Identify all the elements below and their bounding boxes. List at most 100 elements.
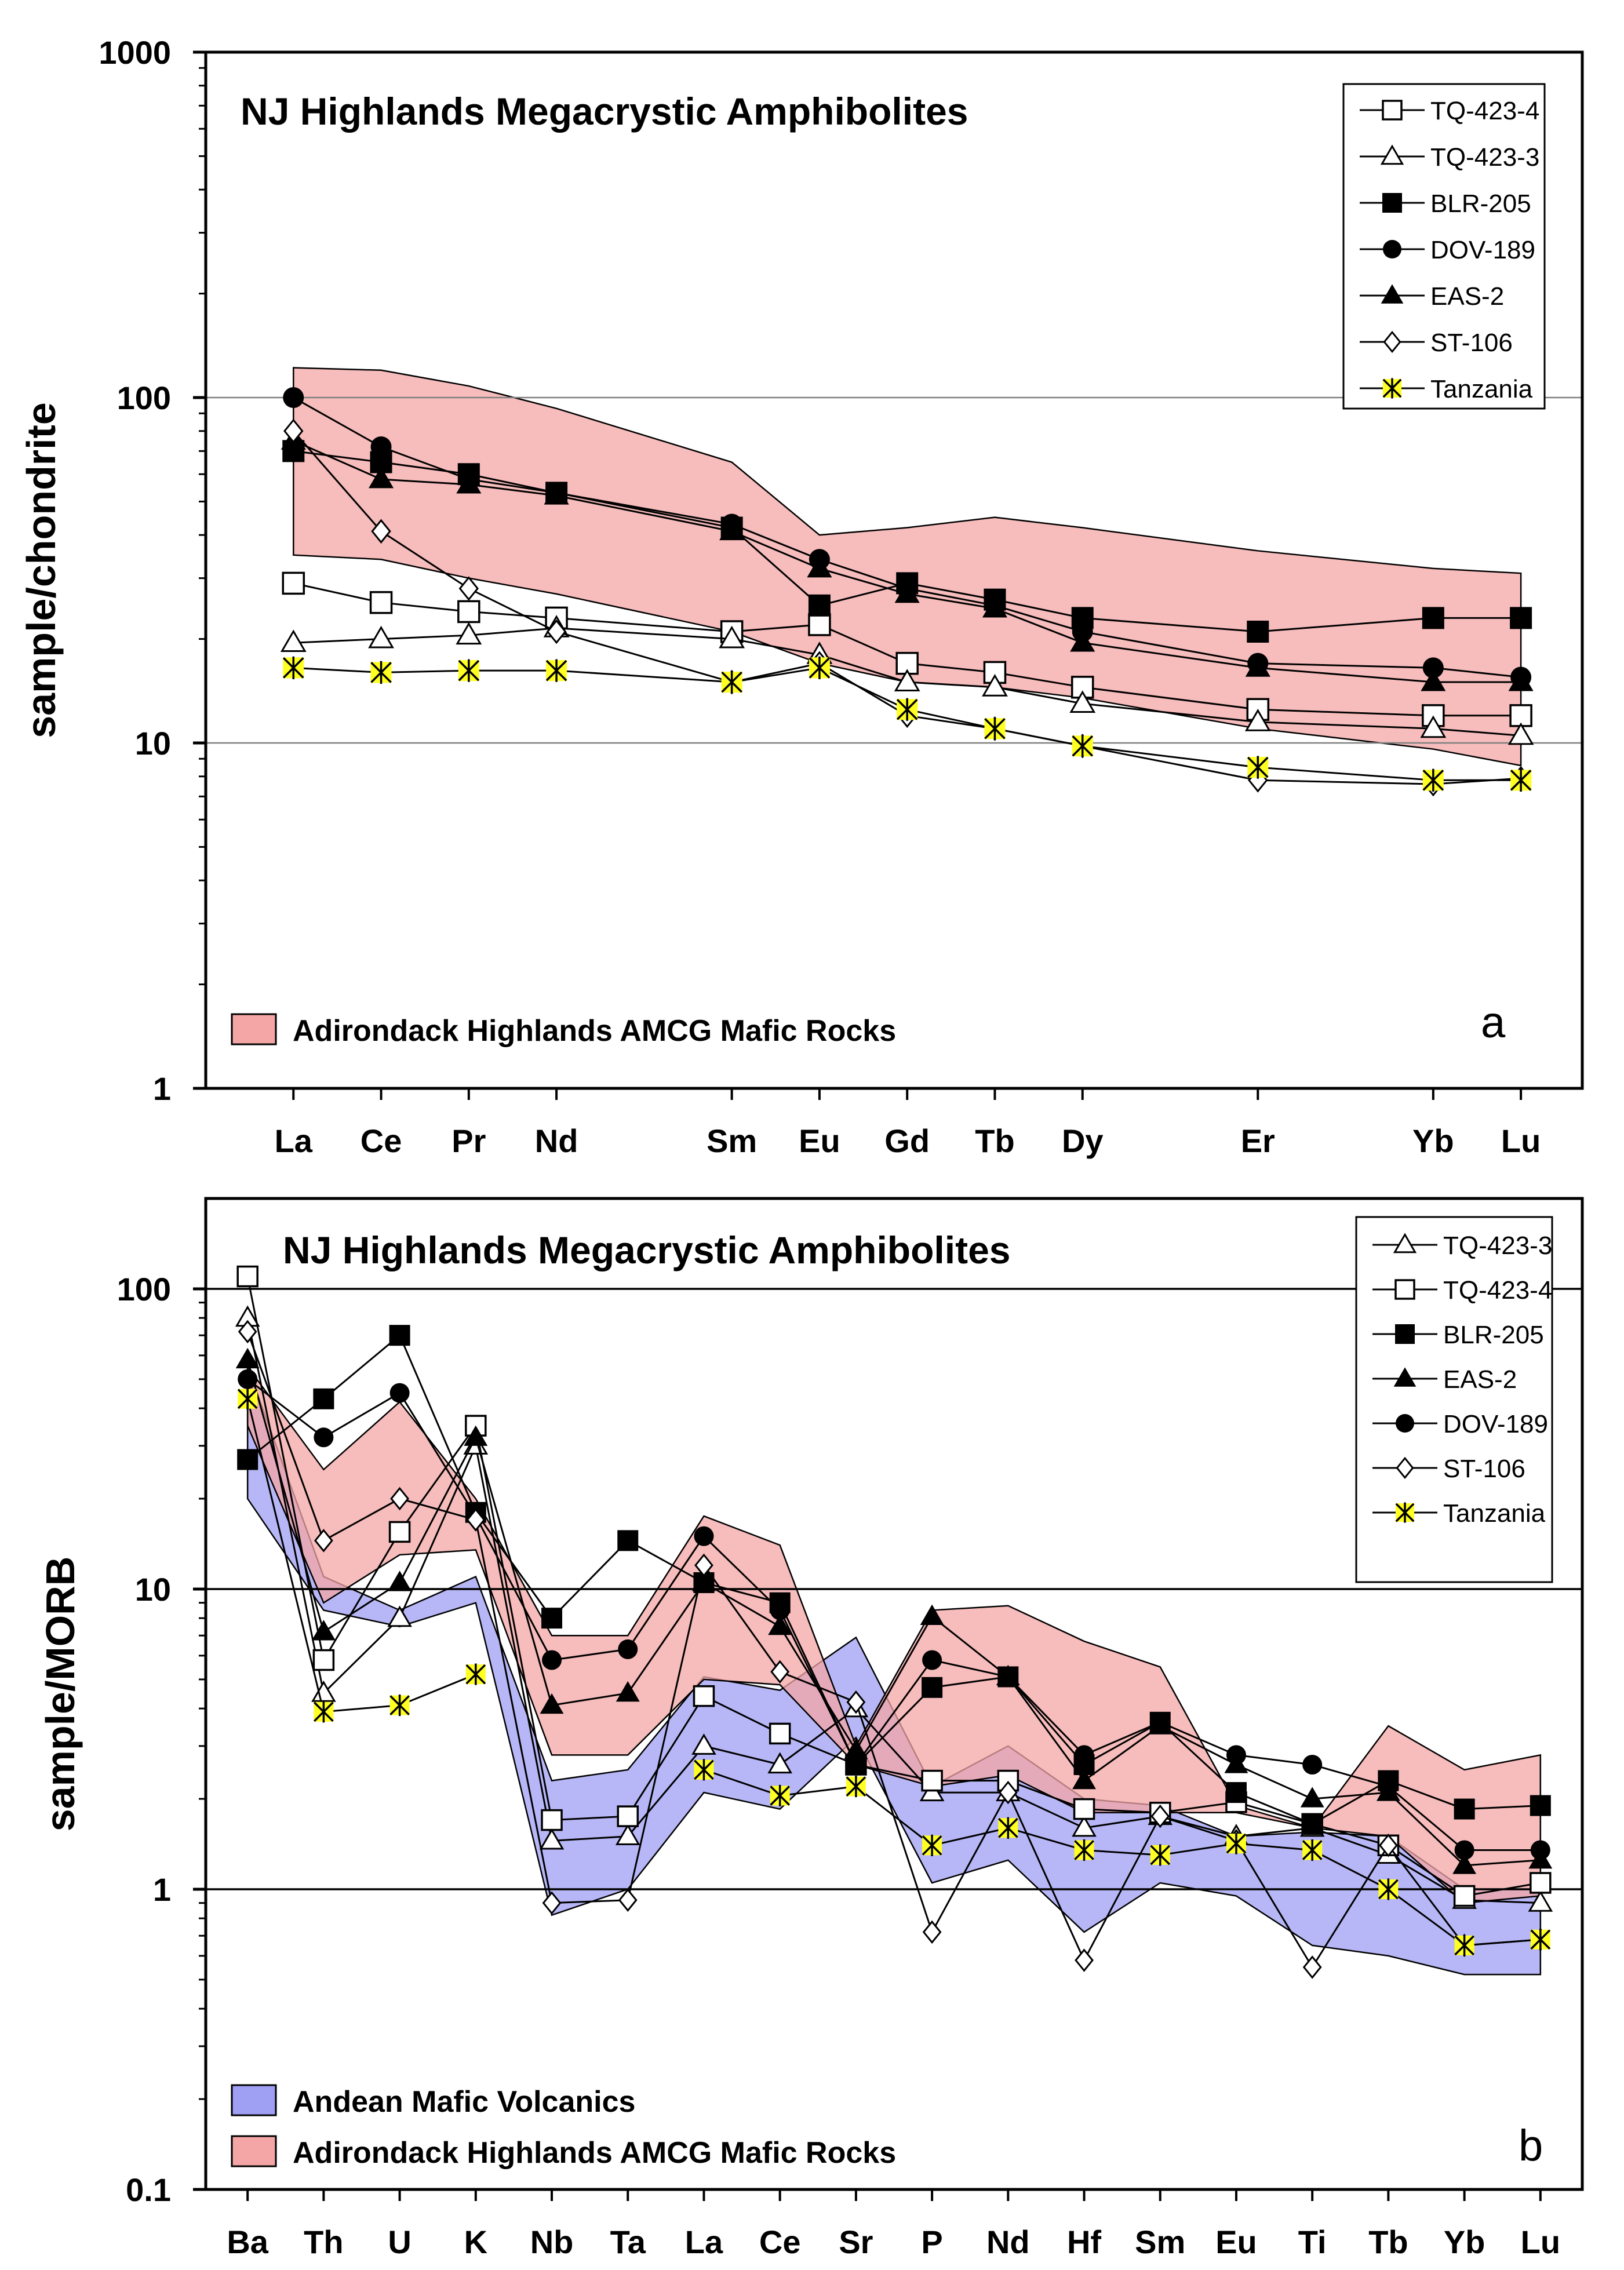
- series-tanzania: [237, 1388, 1551, 1956]
- legend-marker-tanzania: [1382, 378, 1402, 399]
- point-eas-2-ce: [768, 1614, 792, 1635]
- legend-item-dov-189: DOV-189: [1372, 1410, 1548, 1438]
- y-tick-label: 1: [153, 1070, 171, 1107]
- point-blr-205-nb: [541, 1608, 563, 1629]
- legend-label-eas-2: EAS-2: [1430, 282, 1504, 311]
- legend: TQ-423-3 TQ-423-4 BLR-205 EAS-2 DOV-189 ST-10…: [1355, 1216, 1553, 1583]
- point-tanzania-lu-cross: [1510, 768, 1532, 792]
- x-tick-label-yb: Yb: [1444, 2224, 1485, 2260]
- point-dov-189-nb: [542, 1650, 562, 1670]
- x-tick-label-lu: Lu: [1501, 1123, 1541, 1159]
- point-tq-423-3-la: [691, 1733, 716, 1755]
- point-eas-2-yb: [1421, 669, 1446, 691]
- legend-item-tq-423-4: TQ-423-4: [1372, 1276, 1552, 1305]
- series-line-dov-189: [247, 1378, 1541, 1851]
- point-tanzania-ce: [370, 661, 392, 684]
- point-tanzania-sr-cross: [846, 1776, 866, 1798]
- point-eas-2-tb: [982, 596, 1007, 618]
- x-tick-label-u: U: [388, 2224, 411, 2260]
- band-legend-adirondack-highlands-amcg-mafic-rocks: Adirondack Highlands AMCG Mafic Rocks: [231, 2135, 896, 2170]
- legend-label-tanzania: Tanzania: [1443, 1499, 1546, 1528]
- legend-label-dov-189: DOV-189: [1430, 236, 1535, 264]
- y-tick-label: 10: [135, 1571, 171, 1608]
- point-tq-423-3-yb: [1420, 715, 1447, 738]
- point-dov-189-th: [314, 1427, 334, 1448]
- y-axis-label: sample/MORB: [38, 1557, 83, 1832]
- x-tick-label-gd: Gd: [884, 1123, 930, 1159]
- legend-item-blr-205: BLR-205: [1360, 190, 1531, 218]
- point-st-106-u: [390, 1486, 409, 1511]
- series-line-st-106: [246, 1331, 1541, 1969]
- x-tick-label-dy: Dy: [1062, 1123, 1104, 1159]
- point-tanzania-nd-cross: [997, 1817, 1018, 1839]
- point-st-106-k: [466, 1508, 486, 1532]
- point-st-106-tb: [1379, 1834, 1398, 1857]
- point-tanzania-eu-cross: [1226, 1832, 1247, 1854]
- legend-label-st-106: ST-106: [1430, 329, 1513, 357]
- point-tanzania-ce-cross: [770, 1784, 791, 1807]
- point-eas-2-nb: [540, 1693, 564, 1714]
- point-tanzania-pr: [458, 659, 480, 682]
- x-tick-label-tb: Tb: [1368, 2224, 1408, 2260]
- point-tanzania-sr: [846, 1776, 866, 1798]
- point-tanzania-tb: [1378, 1878, 1399, 1900]
- chart-panel-b: 100 10 1 0.1 Ba Th U K Nb Ta La Ce Sr P Nd Hf Sm Eu Ti Tb Yb…: [38, 1197, 1584, 2260]
- x-tick-label-nb: Nb: [530, 2224, 574, 2260]
- point-eas-2-p: [920, 1604, 944, 1625]
- x-tick-label-nd: Nd: [535, 1123, 578, 1159]
- point-tq-423-3-ce: [767, 1752, 792, 1774]
- point-tq-423-4-gd: [895, 651, 919, 675]
- point-st-106-la: [283, 418, 304, 444]
- point-dov-189-ce: [370, 436, 392, 458]
- series-line-blr-205: [247, 1333, 1541, 1825]
- point-tanzania-ba-cross: [237, 1388, 258, 1410]
- point-st-106-sm: [1150, 1804, 1170, 1828]
- x-tick-label-tb: Tb: [975, 1123, 1014, 1159]
- point-tq-423-4-la: [282, 571, 305, 595]
- point-blr-205-p: [922, 1677, 943, 1698]
- point-tanzania-u: [389, 1694, 410, 1717]
- point-tq-423-4-nb: [541, 1809, 563, 1831]
- point-tanzania-er-cross: [1247, 756, 1269, 779]
- axes-frame: [204, 50, 1584, 1090]
- point-tanzania-k: [465, 1663, 486, 1685]
- point-tq-423-4-pr: [457, 600, 480, 624]
- point-tq-423-4-u: [388, 1521, 411, 1543]
- point-tq-423-3-gd: [894, 669, 920, 691]
- point-tq-423-3-u: [387, 1605, 412, 1627]
- point-tq-423-4-yb: [1453, 1885, 1476, 1907]
- point-dov-189-sm: [1150, 1712, 1170, 1732]
- chart-title: NJ Highlands Megacrystic Amphibolites: [241, 90, 968, 133]
- point-dov-189-lu: [1530, 1840, 1550, 1860]
- point-tanzania-eu: [809, 656, 831, 680]
- axes-frame: [204, 1197, 1584, 2191]
- point-st-106-sr: [846, 1690, 866, 1714]
- point-tanzania-lu: [1510, 768, 1532, 792]
- point-eas-2-yb: [1452, 1853, 1477, 1874]
- x-tick-label-er: Er: [1241, 1123, 1275, 1159]
- series-dov-189: [238, 1369, 1550, 1860]
- point-st-106-ce: [371, 519, 391, 544]
- point-tanzania-yb-cross: [1422, 768, 1444, 792]
- point-tq-423-3-sm: [719, 625, 745, 648]
- x-tick-label-sm: Sm: [707, 1123, 757, 1159]
- panel-letter: a: [1481, 998, 1506, 1047]
- point-tanzania-tb-cross: [1378, 1878, 1399, 1900]
- point-dov-189-eu: [1226, 1745, 1246, 1765]
- point-tanzania-ti-cross: [1302, 1839, 1323, 1861]
- legend-item-eas-2: EAS-2: [1360, 282, 1504, 311]
- point-dov-189-la: [283, 387, 304, 408]
- band-legend-swatch: [231, 2135, 277, 2167]
- point-blr-205-ti: [1302, 1813, 1323, 1835]
- legend-marker-tq-423-3: [1393, 1233, 1417, 1254]
- legend-label-dov-189: DOV-189: [1443, 1410, 1548, 1438]
- legend: TQ-423-4 TQ-423-3 BLR-205 DOV-189 EAS-2 ST-10…: [1342, 83, 1546, 410]
- point-dov-189-tb: [1378, 1776, 1399, 1797]
- x-tick-label-ce: Ce: [361, 1123, 402, 1159]
- point-eas-2-th: [311, 1620, 336, 1641]
- point-tanzania-nd: [997, 1817, 1018, 1839]
- point-blr-205-lu: [1510, 607, 1532, 629]
- x-tick-label-sr: Sr: [839, 2224, 873, 2260]
- point-dov-189-sr: [846, 1755, 866, 1775]
- point-tq-423-4-ce: [769, 1722, 791, 1745]
